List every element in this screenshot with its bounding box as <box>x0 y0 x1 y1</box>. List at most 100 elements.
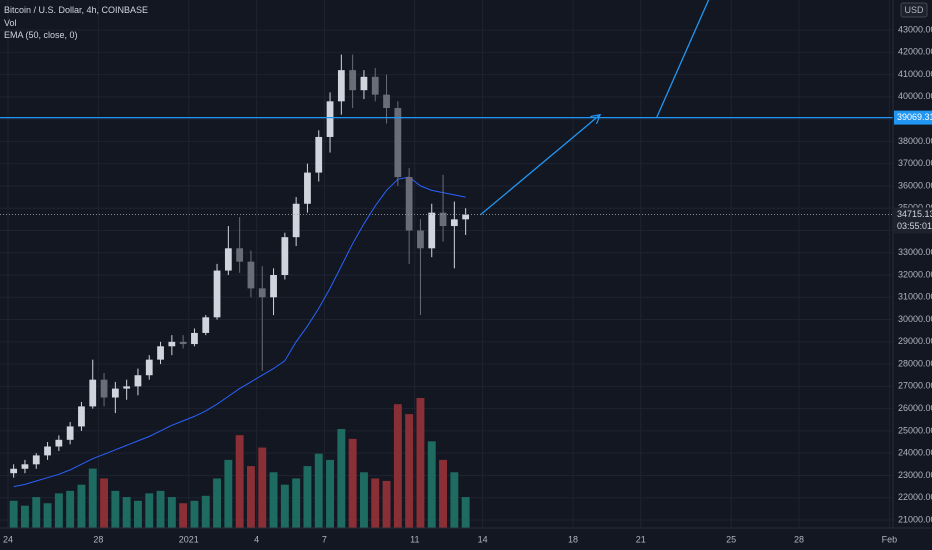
volume-bar <box>77 484 86 528</box>
candle-body <box>55 439 63 447</box>
volume-bar <box>190 500 199 528</box>
x-tick-label: 11 <box>410 534 419 544</box>
candle-body <box>145 359 153 376</box>
candle-body <box>66 426 74 440</box>
y-tick-label: 31000.00 <box>898 292 932 302</box>
volume-bar <box>156 490 165 528</box>
candle-body <box>450 219 458 227</box>
candle-body <box>405 177 413 231</box>
x-tick-label: 24 <box>3 534 13 544</box>
candle-body <box>10 468 18 474</box>
volume-bar <box>450 472 459 528</box>
y-tick-label: 37000.00 <box>898 158 932 168</box>
grid <box>0 0 893 528</box>
volume-bar <box>66 490 75 528</box>
candle-body <box>78 406 85 427</box>
candle-body <box>337 70 345 102</box>
y-tick-label: 38000.00 <box>898 136 932 146</box>
volume-bar <box>405 414 414 528</box>
candle-body <box>383 94 390 109</box>
y-tick-label: 27000.00 <box>898 381 932 391</box>
volume-bar <box>179 503 188 528</box>
volume-bar <box>371 478 380 528</box>
volume-bar <box>427 441 436 528</box>
x-tick-label: 28 <box>794 534 804 544</box>
volume-bar <box>54 493 63 528</box>
candle-body <box>292 203 300 238</box>
candle-body <box>349 70 357 91</box>
candle-body <box>157 346 164 360</box>
candle-body <box>360 76 368 91</box>
candle-body <box>213 270 221 318</box>
candle-body <box>134 375 142 387</box>
volume-bar <box>359 472 368 528</box>
candle-body <box>100 379 108 398</box>
y-tick-label: 42000.00 <box>898 47 932 57</box>
candle-body <box>236 248 244 262</box>
volume-bar <box>382 480 391 528</box>
candle-body <box>462 214 470 220</box>
currency-box[interactable] <box>900 2 928 18</box>
volume-bar <box>292 478 301 528</box>
y-tick-label: 29000.00 <box>898 336 932 346</box>
y-tick-label: 32000.00 <box>898 269 932 279</box>
x-tick-label: 2021 <box>179 534 199 544</box>
volume-bar <box>43 503 52 528</box>
currency[interactable]: USD <box>904 5 924 15</box>
candle-body <box>439 212 447 227</box>
x-tick-label: 25 <box>726 534 736 544</box>
y-tick-label: 40000.00 <box>898 91 932 101</box>
volume-bar <box>461 497 470 528</box>
candle-body <box>371 76 379 95</box>
plot <box>0 0 893 528</box>
volume-bar <box>201 495 210 528</box>
candle-body <box>315 136 323 173</box>
candle-body <box>247 261 255 289</box>
volume-bar <box>348 438 357 528</box>
volume-bar <box>269 472 278 528</box>
x-tick-label: 4 <box>254 534 259 544</box>
y-tick-label: 36000.00 <box>898 180 932 190</box>
volume-bar <box>167 497 176 528</box>
horizontal-line-label-box <box>894 110 932 125</box>
candle-body <box>270 275 277 298</box>
candle-body <box>326 101 334 137</box>
last-price-label: 34715.13 <box>897 209 932 219</box>
y-tick-label: 43000.00 <box>898 24 932 34</box>
x-tick-label: 14 <box>478 534 488 544</box>
volume-bar <box>439 459 447 528</box>
volume-bar <box>326 459 334 528</box>
x-tick-label: 7 <box>322 534 327 544</box>
volume-bar <box>9 500 18 528</box>
candle-body <box>89 379 97 407</box>
x-tick-label: 21 <box>636 534 646 544</box>
candle-body <box>168 341 176 347</box>
volume-bar <box>280 484 289 528</box>
candle-body <box>123 386 131 389</box>
volume-bar <box>246 466 255 528</box>
candle-body <box>304 172 311 204</box>
candle-body <box>32 455 40 465</box>
y-tick-label: 24000.00 <box>898 448 932 458</box>
countdown: 03:55:01 <box>897 221 932 231</box>
candle-body <box>179 341 187 345</box>
horizontal-line-label: 39069.31 <box>897 112 932 122</box>
volume-bar <box>88 468 97 528</box>
y-tick-label: 26000.00 <box>898 403 932 413</box>
indicator-ema: EMA (50, close, 0) <box>4 30 78 40</box>
y-tick-label: 30000.00 <box>898 314 932 324</box>
volume-bar <box>100 478 109 528</box>
candle-body <box>44 446 51 456</box>
trend-line <box>479 115 600 216</box>
volume-bar <box>145 493 154 528</box>
y-tick-label: 28000.00 <box>898 358 932 368</box>
candle-body <box>428 212 436 249</box>
trend-line <box>656 0 710 118</box>
candle-body <box>417 230 424 249</box>
symbol-title: Bitcoin / U.S. Dollar, 4h, COINBASE <box>4 5 148 15</box>
volume-bar <box>111 490 120 528</box>
y-tick-label: 33000.00 <box>898 247 932 257</box>
x-tick-label: 28 <box>93 534 103 544</box>
candle-body <box>224 248 232 271</box>
candle-body <box>394 108 402 178</box>
